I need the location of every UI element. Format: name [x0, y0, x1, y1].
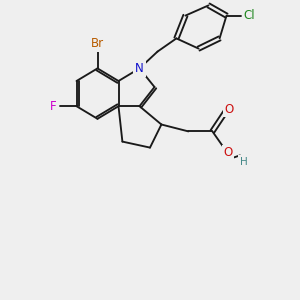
- Text: H: H: [240, 157, 248, 167]
- Text: O: O: [224, 146, 232, 160]
- Text: O: O: [225, 103, 234, 116]
- Text: Br: Br: [91, 37, 104, 50]
- Text: F: F: [50, 100, 57, 113]
- Text: Cl: Cl: [244, 9, 255, 22]
- Text: N: N: [135, 62, 144, 75]
